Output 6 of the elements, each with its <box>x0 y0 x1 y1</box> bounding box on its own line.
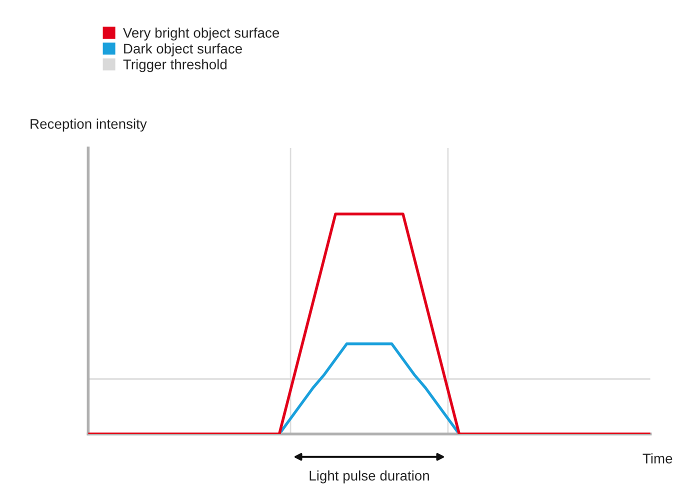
x-axis-title: Time <box>642 453 672 464</box>
legend-label: Very bright object surface <box>123 28 280 41</box>
legend-label: Trigger threshold <box>123 59 227 72</box>
text: Light pulse duration <box>310 470 429 484</box>
text: Reception intensity <box>30 118 147 132</box>
legend-label: Dark object surface <box>124 43 242 56</box>
